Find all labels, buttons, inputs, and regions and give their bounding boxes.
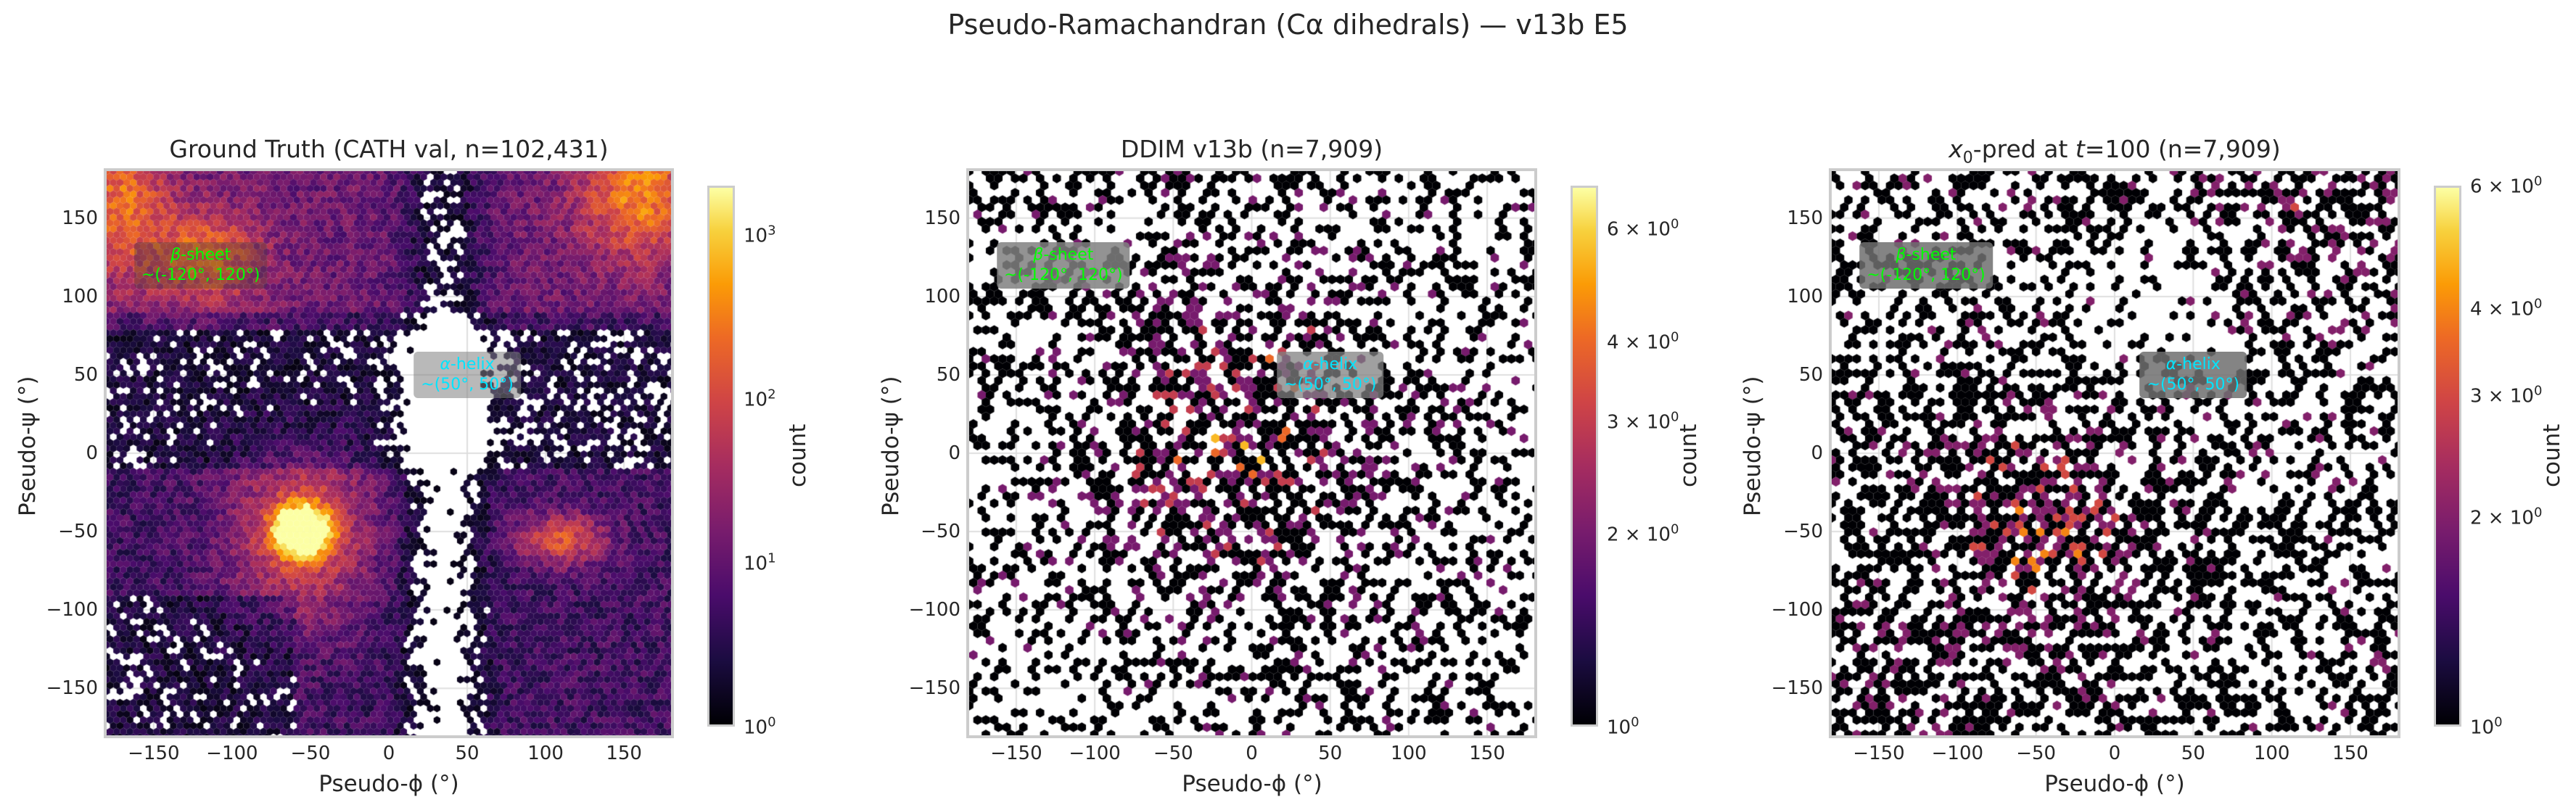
x-axis-label: Pseudo-ϕ (°) <box>2044 771 2185 797</box>
y-tick-label: 100 <box>1787 285 1823 307</box>
x-tick-label: −100 <box>1931 743 1984 764</box>
x-tick-label: −50 <box>290 743 331 764</box>
x-tick-label: 150 <box>2332 743 2369 764</box>
x-tick-label: 150 <box>606 743 642 764</box>
title-subscript: 0 <box>1962 149 1973 168</box>
colorbar-tick-label: 100 <box>2470 714 2503 739</box>
title-mid: -pred at <box>1972 135 2075 163</box>
panel-title-x0-pred: x0-pred at t=100 (n=7,909) <box>1830 135 2399 168</box>
hexbin-plot-ddim <box>966 168 1537 738</box>
y-tick-label: 150 <box>924 207 960 229</box>
colorbar-label: count <box>1676 423 1702 487</box>
colorbar-tick-label: 6 × 100 <box>1607 216 1679 241</box>
x-tick-label: −150 <box>990 743 1042 764</box>
region-annotation: α-helix ~(50°, 50°) <box>2139 351 2247 398</box>
colorbar-tick-label: 102 <box>744 387 776 411</box>
panel-title-ground-truth: Ground Truth (CATH val, n=102,431) <box>169 135 609 163</box>
region-annotation: β-sheet ~(-120°, 120°) <box>133 241 268 289</box>
y-tick-label: 50 <box>73 363 98 386</box>
y-tick-label: 0 <box>948 442 960 464</box>
colorbar-tick-label: 2 × 100 <box>1607 521 1679 546</box>
x-tick-label: −50 <box>2016 743 2057 764</box>
title-suffix: =100 (n=7,909) <box>2084 135 2281 163</box>
y-tick-label: −100 <box>908 599 960 621</box>
x-axis-label: Pseudo-ϕ (°) <box>318 771 459 797</box>
region-annotation: α-helix ~(50°, 50°) <box>413 351 521 398</box>
colorbar-tick-label: 100 <box>1607 714 1639 739</box>
x-tick-label: 150 <box>1469 743 1505 764</box>
colorbar-ground-truth <box>707 186 735 727</box>
colorbar-tick-label: 4 × 100 <box>2470 296 2543 321</box>
y-tick-label: −50 <box>1783 521 1823 543</box>
y-tick-label: −50 <box>921 521 960 543</box>
y-tick-label: −150 <box>908 677 960 700</box>
y-tick-label: 100 <box>62 285 98 307</box>
x-tick-label: 0 <box>2108 743 2121 764</box>
x-tick-label: 50 <box>455 743 480 764</box>
x-tick-label: 0 <box>382 743 395 764</box>
region-annotation: β-sheet ~(-120°, 120°) <box>1859 241 1993 289</box>
x-axis-label: Pseudo-ϕ (°) <box>1182 771 1322 797</box>
y-axis-label: Pseudo-ψ (°) <box>878 376 904 516</box>
y-tick-label: 50 <box>1798 363 1823 386</box>
y-tick-label: 50 <box>936 363 960 386</box>
y-axis-label: Pseudo-ψ (°) <box>15 376 41 516</box>
y-axis-label: Pseudo-ψ (°) <box>1740 376 1766 516</box>
colorbar-tick-label: 4 × 100 <box>1607 329 1679 354</box>
x-tick-label: −150 <box>1853 743 1905 764</box>
x-tick-label: 100 <box>1391 743 1427 764</box>
x-tick-label: −100 <box>1069 743 1121 764</box>
colorbar-tick-label: 103 <box>744 223 776 247</box>
colorbar-tick-label: 3 × 100 <box>2470 383 2543 408</box>
y-tick-label: 100 <box>924 285 960 307</box>
colorbar-tick-label: 101 <box>744 550 776 575</box>
colorbar-ddim <box>1571 186 1598 727</box>
x-tick-label: 0 <box>1246 743 1258 764</box>
colorbar-label: count <box>785 423 811 487</box>
title-x-italic: x <box>1949 135 1963 163</box>
title-t-italic: t <box>2075 135 2085 163</box>
x-tick-label: 50 <box>1318 743 1343 764</box>
region-annotation: β-sheet ~(-120°, 120°) <box>997 241 1130 289</box>
colorbar-tick-label: 100 <box>744 714 776 739</box>
x-tick-label: 100 <box>2253 743 2290 764</box>
y-tick-label: −150 <box>1771 677 1823 700</box>
x-tick-label: −50 <box>1153 743 1193 764</box>
x-tick-label: −100 <box>206 743 258 764</box>
hexbin-plot-ground-truth <box>104 168 674 738</box>
y-tick-label: −150 <box>46 677 98 700</box>
colorbar-tick-label: 2 × 100 <box>2470 505 2543 529</box>
x-tick-label: 50 <box>2181 743 2205 764</box>
colorbar-label: count <box>2539 423 2565 487</box>
y-tick-label: −50 <box>58 521 98 543</box>
y-tick-label: 150 <box>62 207 98 229</box>
colorbar-x0-pred <box>2434 186 2461 727</box>
region-annotation: α-helix ~(50°, 50°) <box>1276 351 1384 398</box>
y-tick-label: −100 <box>1771 599 1823 621</box>
x-tick-label: −150 <box>128 743 180 764</box>
y-tick-label: 150 <box>1787 207 1823 229</box>
y-tick-label: −100 <box>46 599 98 621</box>
panel-title-ddim: DDIM v13b (n=7,909) <box>1120 135 1383 163</box>
x-tick-label: 100 <box>527 743 564 764</box>
colorbar-tick-label: 3 × 100 <box>1607 409 1679 434</box>
y-tick-label: 0 <box>86 442 98 464</box>
colorbar-tick-label: 6 × 100 <box>2470 173 2543 198</box>
y-tick-label: 0 <box>1811 442 1823 464</box>
figure-suptitle: Pseudo-Ramachandran (Cα dihedrals) — v13… <box>947 9 1629 41</box>
